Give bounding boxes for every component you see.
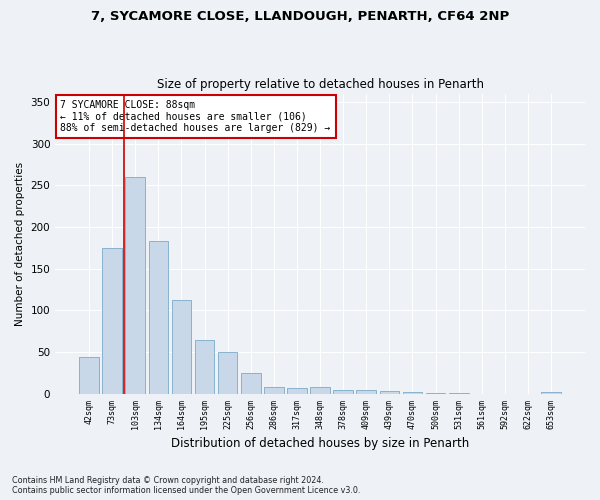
Bar xyxy=(79,357,99,394)
Bar xyxy=(334,390,353,394)
Bar xyxy=(287,388,307,394)
Text: Contains HM Land Registry data © Crown copyright and database right 2024.
Contai: Contains HM Land Registry data © Crown c… xyxy=(12,476,361,495)
Bar xyxy=(264,387,284,394)
Bar xyxy=(449,393,469,394)
Bar xyxy=(125,177,145,394)
Bar xyxy=(218,352,238,394)
Bar xyxy=(380,392,399,394)
Bar xyxy=(149,241,168,394)
Bar xyxy=(195,340,214,394)
X-axis label: Distribution of detached houses by size in Penarth: Distribution of detached houses by size … xyxy=(171,437,469,450)
Bar xyxy=(403,392,422,394)
Bar xyxy=(172,300,191,394)
Bar xyxy=(310,387,330,394)
Y-axis label: Number of detached properties: Number of detached properties xyxy=(15,162,25,326)
Bar xyxy=(241,373,260,394)
Bar xyxy=(426,393,445,394)
Bar xyxy=(103,248,122,394)
Bar xyxy=(541,392,561,394)
Title: Size of property relative to detached houses in Penarth: Size of property relative to detached ho… xyxy=(157,78,484,91)
Text: 7, SYCAMORE CLOSE, LLANDOUGH, PENARTH, CF64 2NP: 7, SYCAMORE CLOSE, LLANDOUGH, PENARTH, C… xyxy=(91,10,509,23)
Bar xyxy=(356,390,376,394)
Text: 7 SYCAMORE CLOSE: 88sqm
← 11% of detached houses are smaller (106)
88% of semi-d: 7 SYCAMORE CLOSE: 88sqm ← 11% of detache… xyxy=(61,100,331,133)
